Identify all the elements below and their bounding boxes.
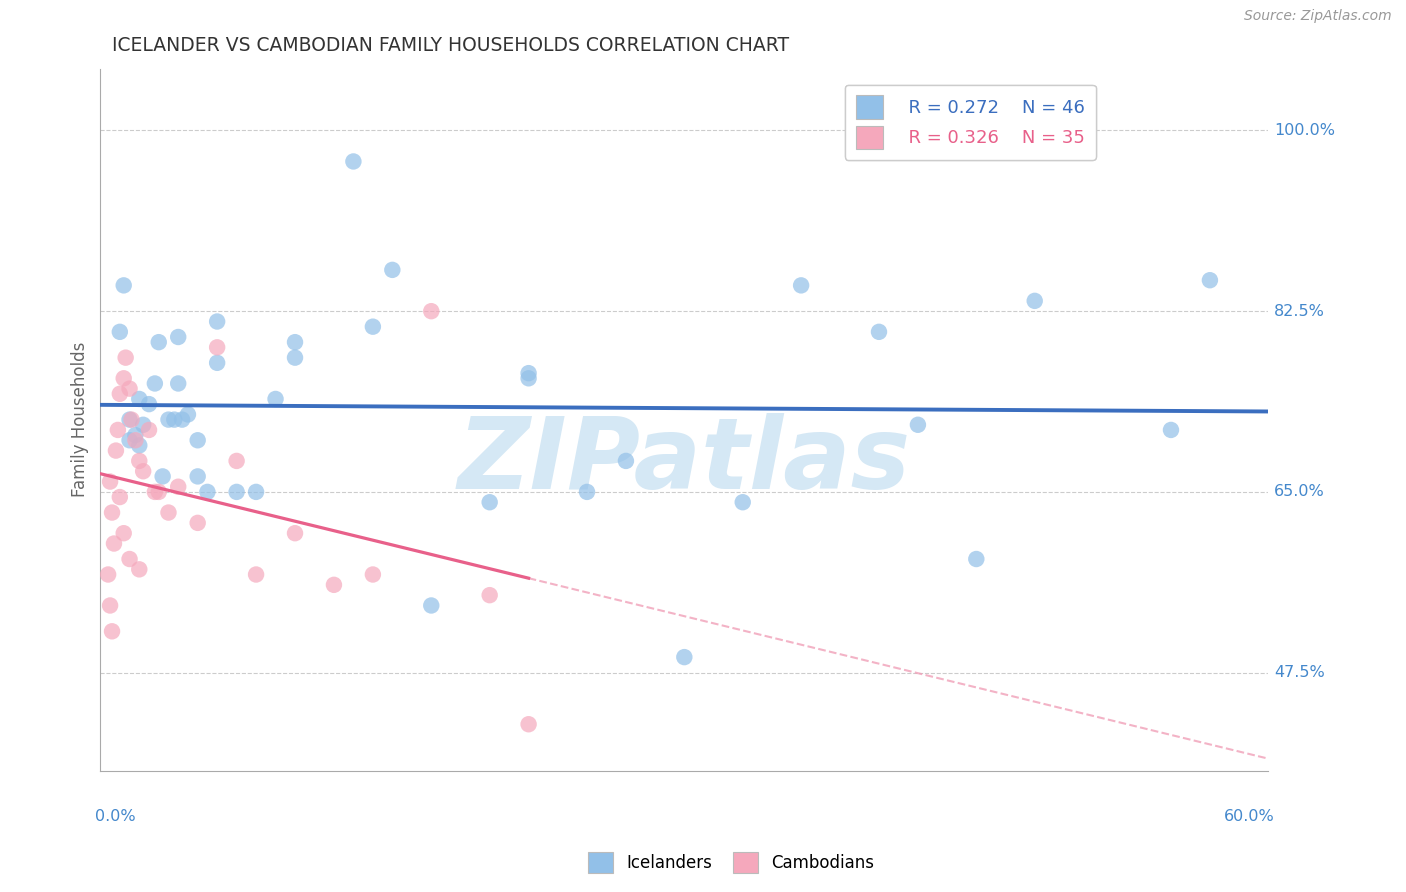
Point — [138, 397, 160, 411]
Point — [575, 484, 598, 499]
Point — [121, 412, 143, 426]
Point — [148, 335, 170, 350]
Point — [157, 506, 180, 520]
Point — [187, 434, 209, 448]
Point — [112, 526, 135, 541]
Legend: Icelanders, Cambodians: Icelanders, Cambodians — [582, 846, 880, 880]
Point — [114, 351, 136, 365]
Text: ICELANDER VS CAMBODIAN FAMILY HOUSEHOLDS CORRELATION CHART: ICELANDER VS CAMBODIAN FAMILY HOUSEHOLDS… — [112, 36, 790, 54]
Point — [167, 330, 190, 344]
Text: ZIPatlas: ZIPatlas — [458, 413, 911, 510]
Point — [205, 340, 228, 354]
Point — [104, 443, 127, 458]
Point — [361, 319, 384, 334]
Point — [108, 490, 131, 504]
Point — [128, 438, 150, 452]
Point — [167, 480, 190, 494]
Text: 65.0%: 65.0% — [1274, 484, 1324, 500]
Point — [143, 376, 166, 391]
Point — [163, 412, 186, 426]
Point — [187, 469, 209, 483]
Point — [731, 495, 754, 509]
Point — [132, 464, 155, 478]
Text: 100.0%: 100.0% — [1274, 123, 1336, 138]
Text: 60.0%: 60.0% — [1223, 809, 1274, 824]
Point — [98, 599, 121, 613]
Point — [205, 314, 228, 328]
Point — [868, 325, 890, 339]
Point — [107, 423, 129, 437]
Point — [172, 412, 194, 426]
Point — [245, 567, 267, 582]
Point — [284, 335, 307, 350]
Text: Source: ZipAtlas.com: Source: ZipAtlas.com — [1244, 9, 1392, 23]
Point — [97, 567, 120, 582]
Point — [673, 650, 696, 665]
Point — [225, 454, 247, 468]
Point — [517, 366, 540, 380]
Y-axis label: Family Households: Family Households — [72, 342, 89, 498]
Point — [187, 516, 209, 530]
Point — [478, 588, 501, 602]
Point — [157, 412, 180, 426]
Point — [167, 376, 190, 391]
Point — [101, 624, 124, 639]
Text: 82.5%: 82.5% — [1274, 303, 1324, 318]
Point — [284, 526, 307, 541]
Point — [98, 475, 121, 489]
Point — [124, 428, 146, 442]
Point — [245, 484, 267, 499]
Point — [118, 382, 141, 396]
Point — [284, 351, 307, 365]
Point — [361, 567, 384, 582]
Point — [148, 484, 170, 499]
Point — [118, 412, 141, 426]
Point — [143, 484, 166, 499]
Point — [118, 552, 141, 566]
Point — [907, 417, 929, 432]
Point — [128, 562, 150, 576]
Point — [128, 392, 150, 406]
Text: 47.5%: 47.5% — [1274, 665, 1324, 680]
Point — [101, 506, 124, 520]
Point — [614, 454, 637, 468]
Point — [1024, 293, 1046, 308]
Point — [342, 154, 364, 169]
Point — [112, 278, 135, 293]
Point — [323, 578, 346, 592]
Point — [128, 454, 150, 468]
Point — [132, 417, 155, 432]
Point — [517, 371, 540, 385]
Point — [478, 495, 501, 509]
Point — [205, 356, 228, 370]
Point — [381, 263, 404, 277]
Point — [124, 434, 146, 448]
Point — [420, 599, 443, 613]
Point — [118, 434, 141, 448]
Point — [1199, 273, 1222, 287]
Text: 0.0%: 0.0% — [94, 809, 135, 824]
Legend:   R = 0.272    N = 46,   R = 0.326    N = 35: R = 0.272 N = 46, R = 0.326 N = 35 — [845, 85, 1095, 160]
Point — [177, 408, 200, 422]
Point — [225, 484, 247, 499]
Point — [790, 278, 813, 293]
Point — [108, 325, 131, 339]
Point — [108, 386, 131, 401]
Point — [420, 304, 443, 318]
Point — [138, 423, 160, 437]
Point — [517, 717, 540, 731]
Point — [152, 469, 174, 483]
Point — [965, 552, 987, 566]
Point — [103, 536, 125, 550]
Point — [264, 392, 287, 406]
Point — [112, 371, 135, 385]
Point — [197, 484, 219, 499]
Point — [1160, 423, 1182, 437]
